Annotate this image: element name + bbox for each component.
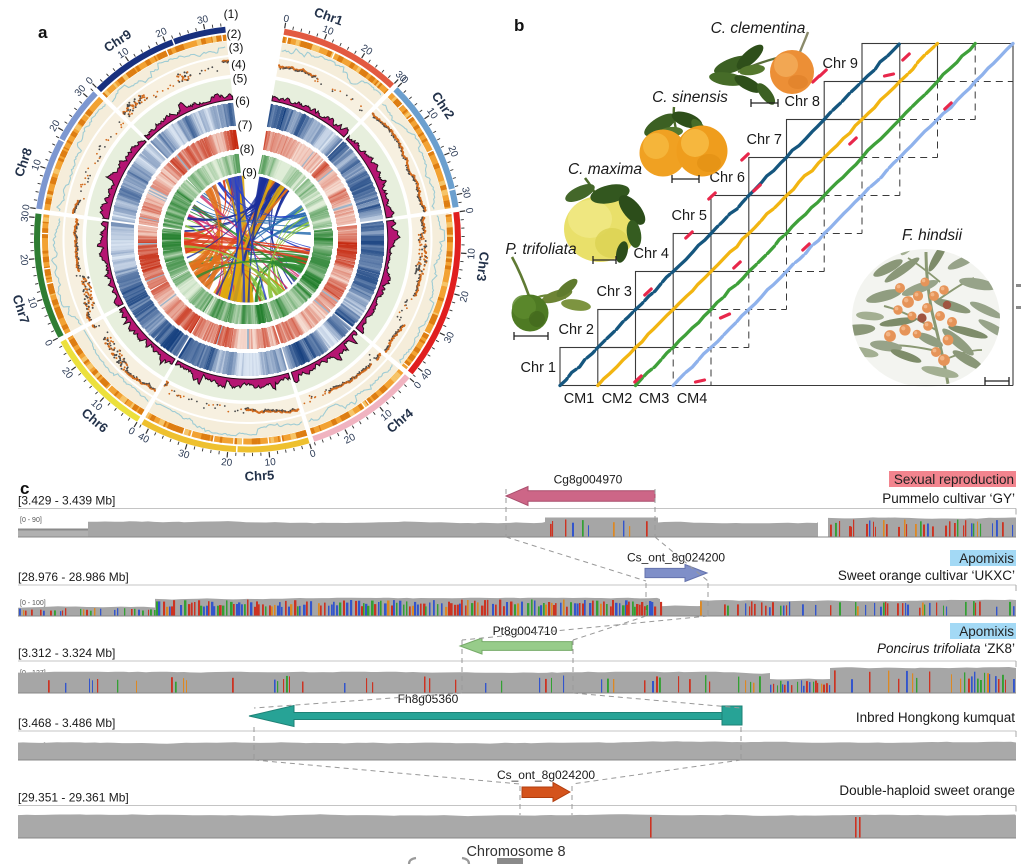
svg-text:0: 0: [21, 203, 33, 211]
svg-text:Chr 4: Chr 4: [634, 246, 669, 262]
svg-text:CM4: CM4: [677, 391, 708, 407]
svg-text:10: 10: [466, 248, 478, 260]
svg-text:Chr 5: Chr 5: [672, 208, 707, 224]
svg-text:0: 0: [463, 207, 475, 214]
svg-text:P. trifoliata: P. trifoliata: [505, 241, 577, 258]
svg-text:20: 20: [458, 290, 472, 304]
svg-text:0: 0: [283, 13, 291, 25]
svg-text:Fh8g05360: Fh8g05360: [398, 692, 459, 706]
svg-text:10: 10: [321, 24, 336, 38]
svg-text:CM1: CM1: [564, 391, 595, 407]
svg-text:Double-haploid sweet orange: Double-haploid sweet orange: [839, 783, 1015, 798]
svg-text:0: 0: [309, 448, 318, 460]
svg-text:a: a: [38, 23, 48, 42]
svg-text:[3.429 - 3.439 Mb]: [3.429 - 3.439 Mb]: [18, 494, 115, 508]
svg-text:0: 0: [412, 380, 424, 392]
svg-text:0: 0: [42, 338, 55, 348]
svg-text:Apomixis: Apomixis: [959, 624, 1014, 639]
svg-text:Pt8g004710: Pt8g004710: [493, 624, 558, 638]
svg-text:Chr 3: Chr 3: [597, 284, 632, 300]
svg-text:(4): (4): [231, 58, 246, 72]
svg-text:20: 20: [342, 432, 357, 447]
svg-text:10: 10: [264, 457, 277, 469]
svg-text:Pummelo cultivar ‘GY’: Pummelo cultivar ‘GY’: [882, 491, 1015, 506]
svg-text:b: b: [514, 16, 524, 35]
svg-text:(5): (5): [233, 72, 248, 86]
svg-text:[28.976 - 28.986 Mb]: [28.976 - 28.986 Mb]: [18, 570, 129, 584]
svg-text:30: 30: [196, 14, 210, 27]
svg-text:Poncirus trifoliata ‘ZK8’: Poncirus trifoliata ‘ZK8’: [877, 641, 1015, 656]
svg-text:Chr3: Chr3: [474, 251, 492, 282]
svg-text:20: 20: [48, 118, 63, 134]
svg-text:40: 40: [136, 431, 151, 446]
svg-text:0: 0: [126, 426, 137, 439]
svg-text:30: 30: [177, 448, 191, 462]
svg-text:Chr 6: Chr 6: [710, 170, 745, 186]
svg-text:30: 30: [459, 186, 472, 200]
svg-text:20: 20: [154, 26, 169, 41]
svg-text:Chr 8: Chr 8: [785, 94, 820, 110]
svg-text:10: 10: [25, 296, 39, 310]
svg-text:(8): (8): [240, 142, 255, 156]
svg-text:Chr 9: Chr 9: [823, 56, 858, 72]
svg-text:(9): (9): [242, 166, 257, 180]
svg-text:10: 10: [30, 158, 44, 173]
svg-text:[3.468 - 3.486 Mb]: [3.468 - 3.486 Mb]: [18, 716, 115, 730]
svg-text:CM2: CM2: [602, 391, 633, 407]
svg-text:c: c: [20, 479, 29, 498]
svg-text:Chr 7: Chr 7: [747, 132, 782, 148]
svg-text:Chr5: Chr5: [244, 467, 274, 483]
svg-text:F. hindsii: F. hindsii: [902, 227, 963, 244]
svg-text:Inbred Hongkong kumquat: Inbred Hongkong kumquat: [856, 710, 1015, 725]
svg-text:(7): (7): [238, 118, 253, 132]
svg-text:(3): (3): [229, 41, 244, 55]
svg-text:20: 20: [221, 457, 234, 469]
svg-text:[0 - 90]: [0 - 90]: [20, 517, 42, 524]
svg-text:20: 20: [18, 254, 30, 267]
svg-text:Sweet orange cultivar ‘UKXC’: Sweet orange cultivar ‘UKXC’: [838, 568, 1015, 583]
svg-text:Cs_ont_8g024200: Cs_ont_8g024200: [497, 768, 595, 782]
svg-text:Chr 1: Chr 1: [521, 360, 556, 376]
svg-text:(1): (1): [224, 7, 239, 21]
svg-text:[3.312 - 3.324 Mb]: [3.312 - 3.324 Mb]: [18, 646, 115, 660]
svg-text:(6): (6): [235, 94, 250, 108]
svg-text:Apomixis: Apomixis: [959, 551, 1014, 566]
svg-text:C. clementina: C. clementina: [711, 20, 806, 37]
svg-text:C. sinensis: C. sinensis: [652, 89, 728, 106]
svg-text:C. maxima: C. maxima: [568, 161, 642, 178]
svg-text:Chr 2: Chr 2: [559, 322, 594, 338]
svg-text:CM3: CM3: [639, 391, 670, 407]
svg-text:30: 30: [20, 210, 32, 223]
svg-text:Sexual reproduction: Sexual reproduction: [894, 472, 1014, 487]
svg-text:20: 20: [445, 144, 460, 159]
svg-text:[0 - 100]: [0 - 100]: [20, 600, 46, 607]
svg-text:30: 30: [442, 330, 457, 345]
svg-text:(2): (2): [227, 27, 242, 41]
svg-text:Cg8g004970: Cg8g004970: [554, 473, 623, 487]
svg-text:Chromosome 8: Chromosome 8: [466, 844, 565, 860]
svg-text:Cs_ont_8g024200: Cs_ont_8g024200: [627, 551, 725, 565]
svg-text:[29.351 - 29.361 Mb]: [29.351 - 29.361 Mb]: [18, 791, 129, 805]
